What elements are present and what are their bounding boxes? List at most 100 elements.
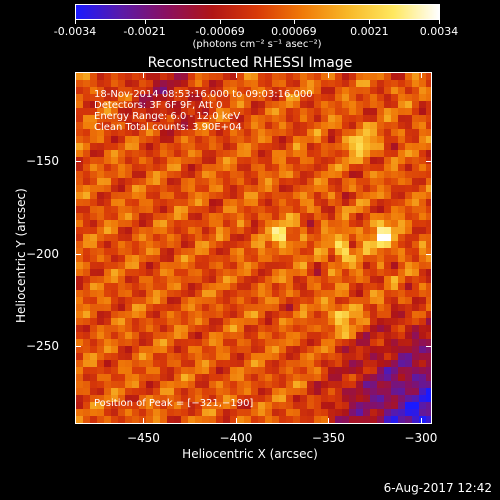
heatmap-cell <box>363 185 371 193</box>
heatmap-cell <box>104 241 112 249</box>
heatmap-cell <box>223 199 231 207</box>
heatmap-cell <box>139 241 147 249</box>
heatmap-cell <box>349 80 357 88</box>
heatmap-cell <box>300 157 308 165</box>
heatmap-cell <box>412 318 420 326</box>
heatmap-cell <box>279 374 287 382</box>
heatmap-cell <box>237 388 245 396</box>
heatmap-cell <box>363 94 371 102</box>
heatmap-cell <box>405 220 413 228</box>
chart-title: Reconstructed RHESSI Image <box>147 55 353 71</box>
heatmap-cell <box>328 122 336 130</box>
heatmap-cell <box>174 192 182 200</box>
heatmap-cell <box>272 220 280 228</box>
heatmap-cell <box>328 199 336 207</box>
heatmap-cell <box>384 73 392 81</box>
heatmap-cell <box>342 255 350 263</box>
heatmap-cell <box>132 108 140 116</box>
heatmap-cell <box>279 276 287 284</box>
heatmap-cell <box>426 80 431 88</box>
heatmap-cell <box>265 297 273 305</box>
heatmap-cell <box>83 101 91 109</box>
heatmap-cell <box>293 353 301 361</box>
heatmap-cell <box>111 115 119 123</box>
heatmap-cell <box>188 269 196 277</box>
heatmap-cell <box>202 73 210 81</box>
heatmap-cell <box>328 136 336 144</box>
heatmap-cell <box>139 297 147 305</box>
heatmap-cell <box>83 367 91 375</box>
heatmap-cell <box>97 360 105 368</box>
heatmap-cell <box>111 234 119 242</box>
heatmap-cell <box>314 269 322 277</box>
heatmap-cell <box>230 395 238 403</box>
heatmap-cell <box>363 388 371 396</box>
heatmap-cell <box>426 136 431 144</box>
heatmap-cell <box>244 157 252 165</box>
heatmap-cell <box>405 227 413 235</box>
heatmap-cell <box>342 143 350 151</box>
heatmap-cell <box>167 192 175 200</box>
heatmap-cell <box>342 80 350 88</box>
heatmap-cell <box>244 73 252 81</box>
heatmap-cell <box>272 416 280 423</box>
heatmap-cell <box>244 367 252 375</box>
heatmap-cell <box>279 346 287 354</box>
heatmap-cell <box>342 297 350 305</box>
heatmap-cell <box>349 269 357 277</box>
heatmap-cell <box>272 325 280 333</box>
heatmap-cell <box>209 262 217 270</box>
heatmap-cell <box>328 94 336 102</box>
heatmap-cell <box>258 332 266 340</box>
heatmap-cell <box>251 276 259 284</box>
heatmap-cell <box>251 122 259 130</box>
heatmap-cell <box>349 353 357 361</box>
heatmap-cell <box>97 318 105 326</box>
heatmap-cell <box>356 129 364 137</box>
heatmap-cell <box>188 157 196 165</box>
heatmap-cell <box>97 374 105 382</box>
heatmap-cell <box>153 353 161 361</box>
heatmap-cell <box>412 73 420 81</box>
heatmap-cell <box>195 101 203 109</box>
heatmap-cell <box>209 94 217 102</box>
heatmap-cell <box>265 269 273 277</box>
heatmap-cell <box>237 297 245 305</box>
heatmap-cell <box>76 353 84 361</box>
heatmap-cell <box>230 178 238 186</box>
heatmap-cell <box>412 374 420 382</box>
heatmap-cell <box>181 150 189 158</box>
heatmap-cell <box>286 255 294 263</box>
heatmap-cell <box>363 402 371 410</box>
heatmap-cell <box>349 388 357 396</box>
heatmap-cell <box>104 402 112 410</box>
heatmap-cell <box>293 276 301 284</box>
heatmap-cell <box>146 290 154 298</box>
heatmap-cell <box>146 220 154 228</box>
heatmap-cell <box>111 395 119 403</box>
heatmap-cell <box>230 143 238 151</box>
heatmap-cell <box>132 360 140 368</box>
heatmap-cell <box>181 164 189 172</box>
heatmap-cell <box>167 346 175 354</box>
heatmap-cell <box>377 269 385 277</box>
heatmap-cell <box>419 402 427 410</box>
heatmap-cell <box>90 339 98 347</box>
heatmap-cell <box>195 283 203 291</box>
heatmap-cell <box>300 220 308 228</box>
heatmap-cell <box>328 374 336 382</box>
heatmap-cell <box>167 206 175 214</box>
heatmap-cell <box>181 178 189 186</box>
heatmap-cell <box>342 87 350 95</box>
heatmap-cell <box>237 220 245 228</box>
heatmap-cell <box>286 241 294 249</box>
heatmap-cell <box>181 318 189 326</box>
heatmap-cell <box>349 150 357 158</box>
heatmap-cell <box>125 213 133 221</box>
heatmap-cell <box>377 185 385 193</box>
heatmap-cell <box>195 388 203 396</box>
heatmap-cell <box>223 276 231 284</box>
heatmap-cell <box>223 395 231 403</box>
heatmap-cell <box>160 234 168 242</box>
heatmap-cell <box>174 339 182 347</box>
